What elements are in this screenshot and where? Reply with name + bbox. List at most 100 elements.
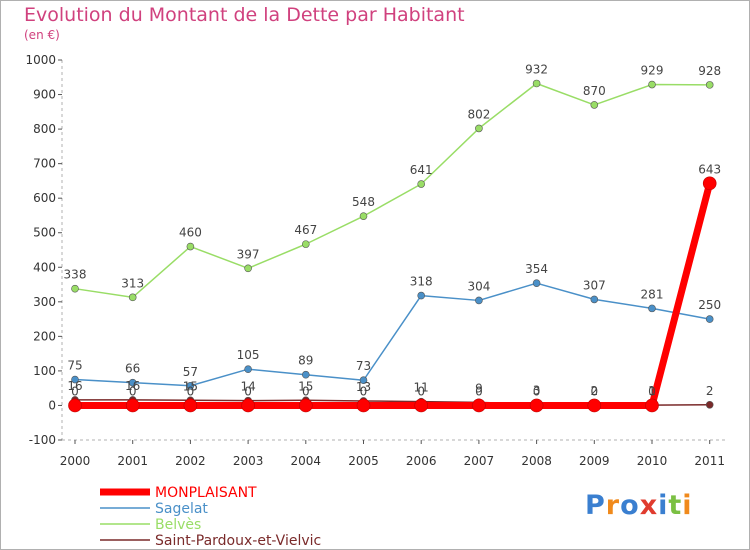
data-label: 57 [183,365,198,379]
legend-entry: MONPLAISANT [155,485,257,501]
data-label: 467 [294,223,317,237]
x-tick-label: 2006 [406,454,437,468]
data-point [645,398,659,413]
y-tick-label: 100 [33,364,56,378]
data-label: 313 [121,276,144,290]
data-point [301,240,310,248]
data-point [705,315,714,323]
data-point [705,81,714,89]
data-label: 2 [706,384,714,398]
data-point [244,264,252,273]
data-point [244,365,252,373]
y-tick-label: -100 [29,433,56,447]
logo-letter: o [620,490,640,521]
logo-letter: r [605,490,621,521]
data-label: 9 [475,381,483,395]
data-point [359,212,368,220]
x-tick-label: 2000 [60,454,91,468]
data-point [587,398,602,413]
data-label: 13 [356,380,371,394]
data-label: 307 [583,278,606,292]
data-label: 0 [475,384,483,398]
data-label: 0 [648,384,656,398]
data-label: 16 [125,379,140,393]
data-point [183,398,198,413]
data-label: 397 [237,247,260,261]
data-label: 11 [414,381,429,395]
data-label: 16 [67,379,82,393]
data-label: 1 [648,384,656,398]
data-label: 929 [641,64,664,78]
data-point [532,79,541,88]
y-tick-label: 0 [48,398,56,412]
proxiti-logo: Proxiti [585,490,693,521]
data-point [648,80,656,89]
data-label: 0 [417,384,425,398]
data-point [128,378,137,387]
logo-letter: P [585,490,606,521]
x-tick-label: 2010 [637,454,668,468]
y-tick-label: 1000 [25,53,56,67]
x-tick-label: 2011 [694,454,725,468]
logo-letter: i [682,490,693,521]
data-point [356,398,371,413]
x-tick-label: 2009 [579,454,610,468]
data-label: 73 [356,359,371,373]
y-tick-label: 700 [33,157,56,171]
x-tick-label: 2003 [233,454,264,468]
data-label: 75 [67,359,82,373]
data-point [71,375,79,384]
data-label: 281 [641,287,664,301]
x-tick-label: 2001 [117,454,148,468]
chart-title: Evolution du Montant de la Dette par Hab… [24,4,465,26]
data-label: 66 [125,362,140,376]
data-label: 928 [698,64,721,78]
data-point [472,398,486,413]
y-tick-label: 600 [33,191,56,205]
data-label: 643 [698,162,721,176]
data-label: 0 [590,384,598,398]
x-tick-label: 2004 [291,454,322,468]
data-label: 0 [129,384,137,398]
data-label: 15 [298,379,313,393]
data-label: 932 [525,62,548,76]
y-tick-label: 800 [33,122,56,136]
series-line [74,282,711,387]
data-label: 0 [244,384,252,398]
data-label: 304 [467,279,490,293]
data-point [414,398,429,413]
legend-entry: Saint-Pardoux-et-Vielvic [155,533,321,549]
data-point [128,293,137,302]
data-point [186,381,195,390]
data-point [68,398,82,413]
data-label: 0 [360,384,368,398]
x-tick-label: 2008 [521,454,552,468]
data-point [301,370,310,379]
legend-entry: Sagelat [155,501,208,517]
data-label: 870 [583,84,606,98]
data-label: 2 [590,384,598,398]
data-point [359,376,368,385]
data-point [529,398,544,413]
data-label: 89 [298,354,313,368]
data-point [648,304,656,313]
data-label: 0 [71,384,79,398]
data-point [475,124,483,133]
y-tick-label: 300 [33,295,56,309]
data-label: 641 [410,163,433,177]
logo-letter: t [668,490,683,521]
logo-letter: i [658,490,669,521]
data-label: 0 [187,384,195,398]
data-label: 338 [64,268,87,282]
y-tick-label: 900 [33,88,56,102]
data-label: 14 [240,380,255,394]
data-point [417,291,426,300]
data-label: 354 [525,262,548,276]
data-point [298,398,313,413]
data-label: 548 [352,195,375,209]
y-tick-label: 500 [33,226,56,240]
data-point [590,101,599,109]
data-label: 802 [467,107,490,121]
data-point [475,296,483,305]
series-line [71,179,714,409]
